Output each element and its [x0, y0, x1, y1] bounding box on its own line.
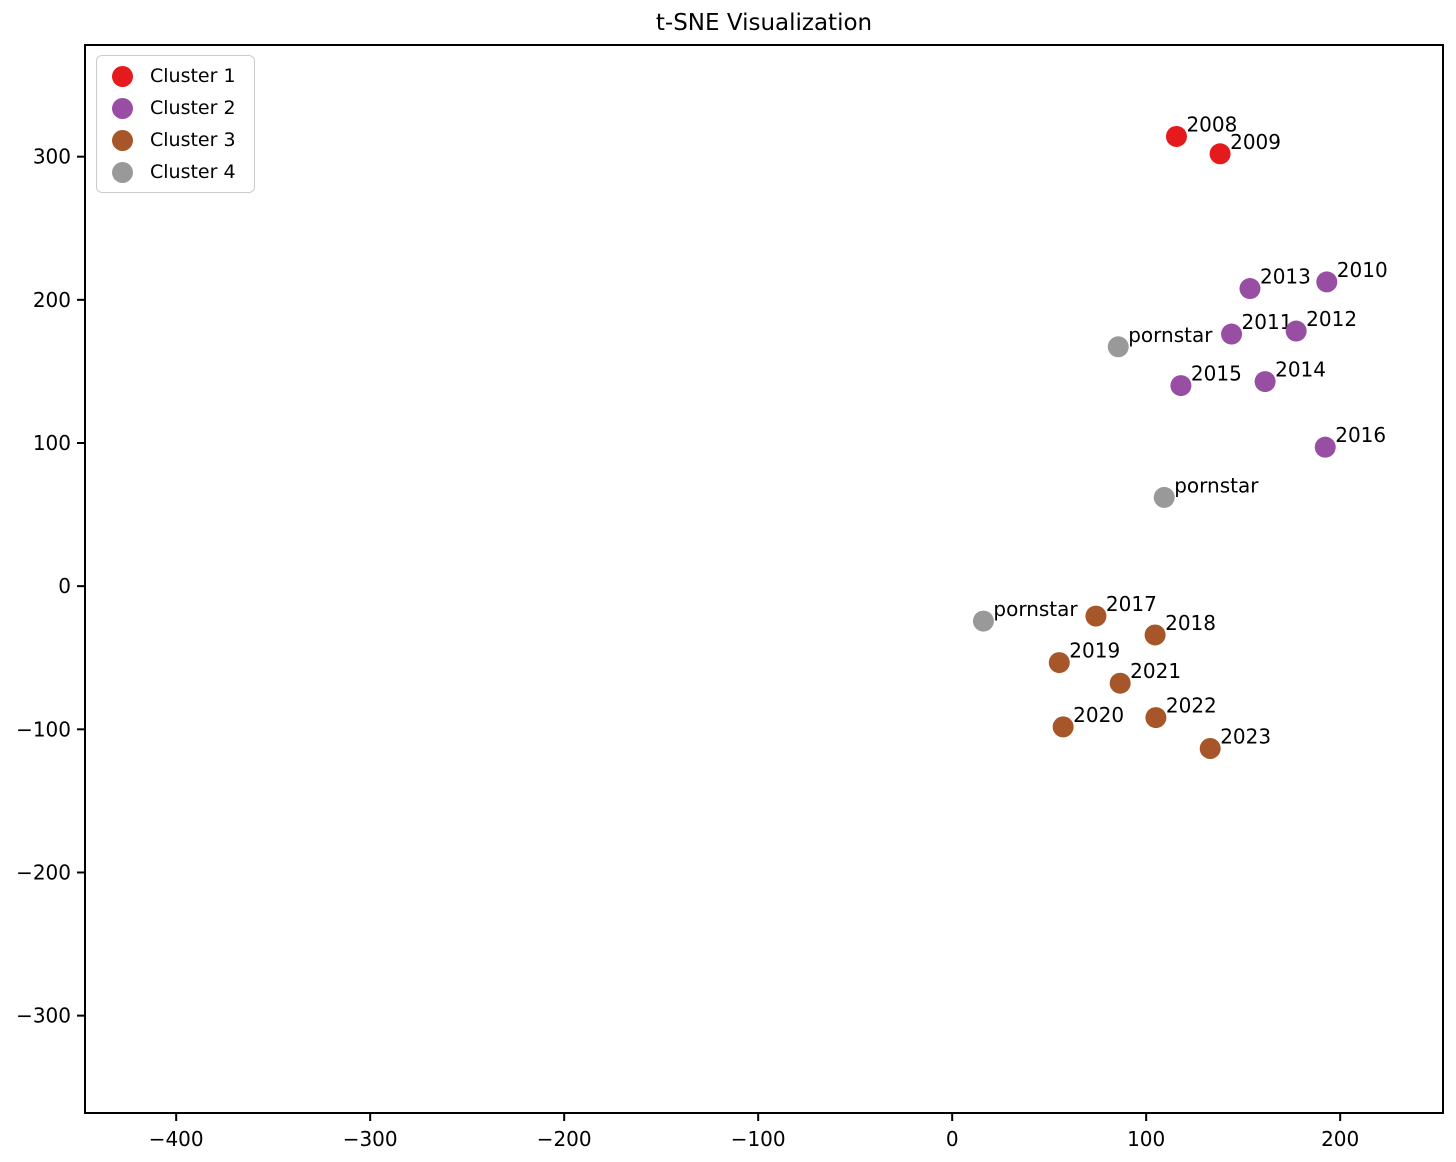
- data-point-cluster-2-2011: [1221, 323, 1243, 345]
- point-label: 2021: [1130, 659, 1181, 683]
- point-label: 2020: [1073, 703, 1124, 727]
- data-point-cluster-4-pornstar: [1153, 486, 1175, 508]
- point-label: pornstar: [1128, 323, 1213, 347]
- point-label: 2018: [1165, 611, 1216, 635]
- x-tick-label: −100: [731, 1127, 786, 1151]
- x-tick-label: 0: [946, 1127, 959, 1151]
- data-point-cluster-3-2021: [1109, 672, 1131, 694]
- data-point-cluster-1-2009: [1209, 143, 1231, 165]
- legend-row-cluster-3: Cluster 3: [112, 129, 236, 151]
- point-label: 2023: [1220, 725, 1271, 749]
- legend-label: Cluster 1: [150, 65, 236, 87]
- x-tick-label: 200: [1321, 1127, 1359, 1151]
- data-point-cluster-2-2014: [1254, 371, 1276, 393]
- legend-marker-icon: [112, 161, 133, 183]
- data-point-cluster-3-2020: [1052, 716, 1074, 738]
- x-tick-label: −400: [149, 1127, 204, 1151]
- point-label: 2009: [1230, 130, 1281, 154]
- y-tick-label: 200: [33, 288, 71, 312]
- point-label: 2012: [1306, 307, 1357, 331]
- x-tick-label: −300: [343, 1127, 398, 1151]
- y-tick-label: −200: [16, 860, 71, 884]
- point-label: 2017: [1106, 592, 1157, 616]
- legend-label: Cluster 2: [150, 97, 236, 119]
- point-label: pornstar: [1174, 473, 1259, 497]
- data-point-cluster-2-2010: [1316, 271, 1338, 293]
- data-point-cluster-2-2016: [1314, 436, 1336, 458]
- x-tick-label: 100: [1127, 1127, 1165, 1151]
- data-point-cluster-3-2018: [1144, 624, 1166, 646]
- legend-label: Cluster 3: [150, 129, 236, 151]
- legend-row-cluster-1: Cluster 1: [112, 65, 236, 87]
- data-point-cluster-3-2022: [1145, 707, 1167, 729]
- data-point-cluster-1-2008: [1165, 125, 1187, 147]
- point-label: 2014: [1275, 358, 1326, 382]
- point-label: 2010: [1337, 258, 1388, 282]
- data-point-cluster-4-pornstar: [1107, 336, 1129, 358]
- y-tick-label: −300: [16, 1004, 71, 1028]
- data-point-cluster-4-pornstar: [972, 610, 994, 632]
- x-tick-label: −200: [537, 1127, 592, 1151]
- point-label: 2011: [1242, 310, 1293, 334]
- legend: Cluster 1 Cluster 2 Cluster 3 Cluster 4: [96, 55, 255, 193]
- y-tick-label: 100: [33, 431, 71, 455]
- plot-frame: [84, 44, 1444, 1114]
- y-tick-label: −100: [16, 717, 71, 741]
- data-point-cluster-2-2015: [1170, 375, 1192, 397]
- point-label: 2022: [1166, 694, 1217, 718]
- y-tick-label: 0: [58, 574, 71, 598]
- data-point-cluster-2-2013: [1239, 278, 1261, 300]
- chart-title: t-SNE Visualization: [655, 10, 873, 36]
- point-label: 2016: [1335, 423, 1386, 447]
- legend-marker-icon: [112, 97, 133, 119]
- data-point-cluster-2-2012: [1285, 320, 1307, 342]
- data-point-cluster-3-2019: [1048, 652, 1070, 674]
- legend-row-cluster-2: Cluster 2: [112, 97, 236, 119]
- data-point-cluster-3-2023: [1199, 738, 1221, 760]
- point-label: pornstar: [993, 597, 1078, 621]
- point-label: 2019: [1069, 639, 1120, 663]
- legend-row-cluster-4: Cluster 4: [112, 161, 236, 183]
- point-label: 2015: [1191, 362, 1242, 386]
- legend-label: Cluster 4: [150, 161, 236, 183]
- legend-marker-icon: [112, 65, 133, 87]
- point-label: 2013: [1260, 265, 1311, 289]
- data-point-cluster-3-2017: [1085, 605, 1107, 627]
- point-label: 2008: [1186, 112, 1237, 136]
- y-tick-label: 300: [33, 145, 71, 169]
- legend-marker-icon: [112, 129, 133, 151]
